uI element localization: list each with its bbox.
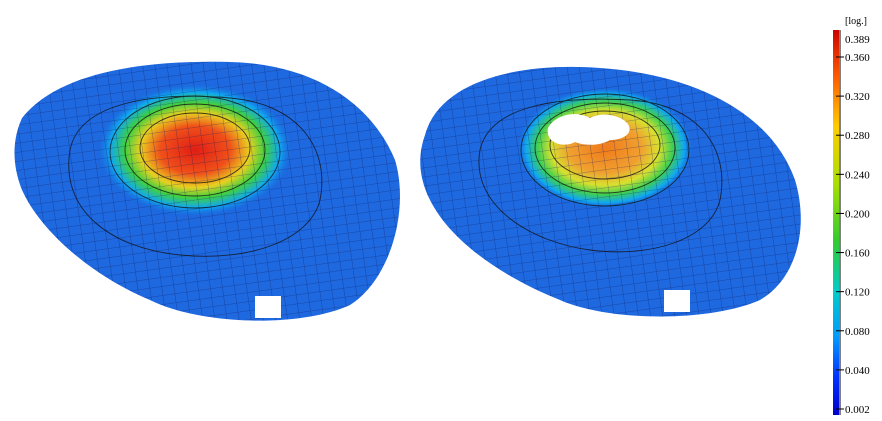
colorbar-tick-label: 0.002 bbox=[845, 404, 870, 416]
colorbar-tick-label: 0.360 bbox=[845, 52, 870, 64]
colorbar-gradient bbox=[833, 30, 839, 415]
left-contour-lines bbox=[68, 95, 323, 257]
left-surface-mesh bbox=[14, 61, 400, 321]
colorbar-tick-label: 0.120 bbox=[845, 287, 870, 299]
right-surface-mesh bbox=[420, 66, 801, 317]
colorbar-max-label: 0.389 bbox=[845, 34, 870, 46]
colorbar-tick-label: 0.280 bbox=[845, 130, 870, 142]
colorbar-ticks: 0.360 0.320 0.280 0.240 0.200 0.160 0.120 0.080… bbox=[836, 52, 870, 416]
right-surface-plot bbox=[420, 66, 801, 317]
colorbar: [log.] 0.389 0.3600.3200.2800.2400.2000.… bbox=[833, 16, 870, 416]
colorbar-tick-label: 0.200 bbox=[845, 208, 870, 220]
colorbar-tick-label: 0.320 bbox=[845, 91, 870, 103]
right-peak-hole bbox=[547, 114, 630, 145]
colorbar-tick-label: 0.080 bbox=[845, 326, 870, 338]
left-surface-plot bbox=[14, 61, 400, 321]
left-missing-patch bbox=[255, 296, 281, 318]
colorbar-tick-label: 0.240 bbox=[845, 169, 870, 181]
colorbar-unit: [log.] bbox=[845, 16, 867, 27]
colorbar-tick-label: 0.160 bbox=[845, 248, 870, 260]
colorbar-tick-label: 0.040 bbox=[845, 365, 870, 377]
right-contour-lines bbox=[478, 93, 723, 253]
right-missing-patch bbox=[664, 290, 690, 312]
